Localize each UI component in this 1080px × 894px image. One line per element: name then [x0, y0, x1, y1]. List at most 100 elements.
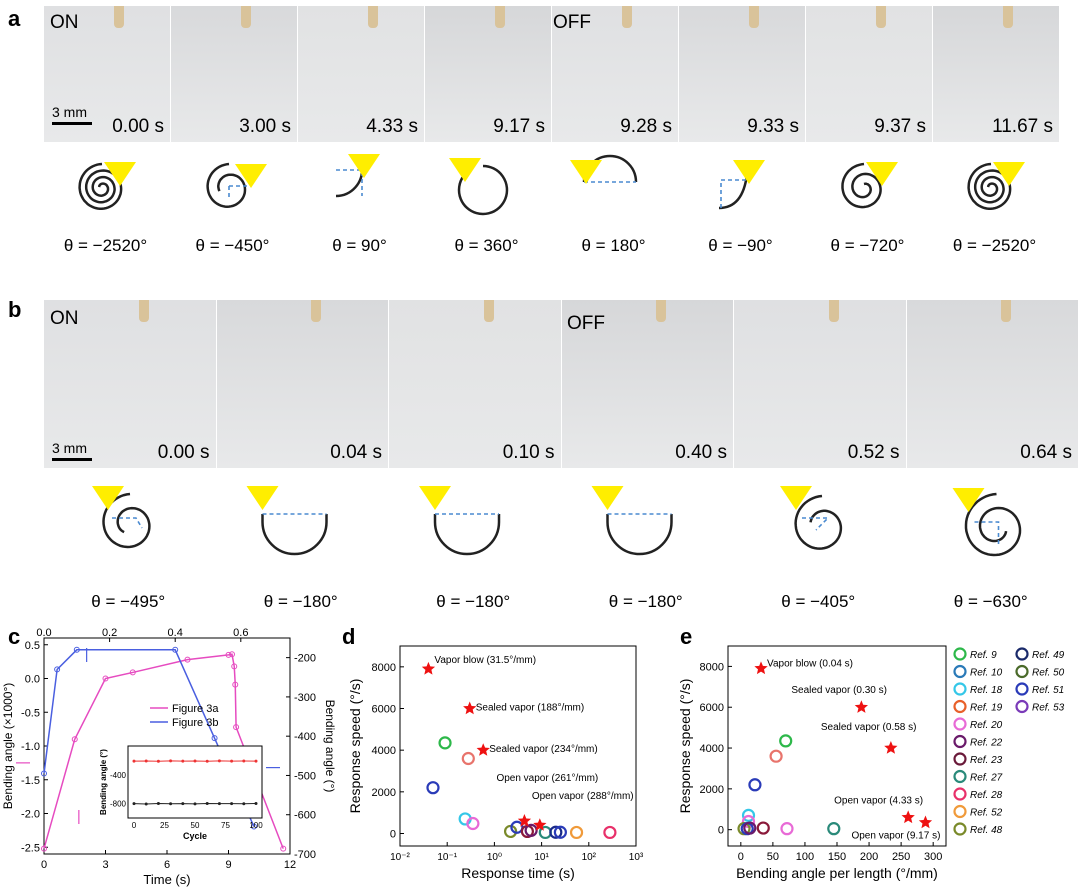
star-point: [463, 701, 477, 715]
clamp-triangle: [780, 486, 812, 510]
theta-label: θ = −180°: [608, 592, 683, 611]
y-tick-label: 0: [390, 829, 396, 841]
x-tick-label: 50: [767, 851, 779, 863]
inset-x-label: Cycle: [183, 831, 207, 841]
reference-dashed-line: [228, 185, 247, 200]
x2-tick-label: 0.6: [233, 628, 248, 639]
probe-tip: [875, 6, 886, 28]
y-axis-label: Response speed (°/s): [677, 679, 693, 814]
photo-frame: 3.00 s: [171, 6, 297, 142]
data-point-figure-3a: [129, 669, 136, 676]
row-b-off-label: OFF: [567, 313, 605, 334]
star-point: [533, 818, 547, 831]
row-a-off-label: OFF: [553, 12, 591, 33]
star-annotation: Open vapor (261°/mm): [496, 773, 598, 784]
legend-label: Ref. 50: [1032, 668, 1065, 679]
y-tick-label: 8000: [700, 661, 724, 673]
photo-frame: 0.52 s: [734, 300, 906, 468]
legend-swatch: [1015, 682, 1029, 696]
star-annotation: Vapor blow (0.04 s): [767, 658, 853, 669]
legend-swatch: [953, 787, 967, 801]
inset-point: [156, 759, 160, 763]
inset-x-tick-label: 100: [249, 821, 263, 830]
photo-time-label: 0.52 s: [847, 442, 900, 463]
data-point-figure-3b: [250, 823, 257, 830]
row-a-scale-bar: [52, 122, 92, 125]
reference-circle: [827, 822, 841, 836]
legend-swatch: [953, 647, 967, 661]
photo-time-label: 0.04 s: [330, 442, 382, 463]
photo-frame: 0.10 s: [389, 300, 561, 468]
clamp-triangle: [104, 162, 136, 186]
photo-time-label: 11.67 s: [992, 116, 1053, 137]
row-b-on-label: ON: [50, 308, 79, 329]
row-b-schematics: [92, 486, 1022, 557]
reference-dashed-line: [974, 521, 1000, 546]
chart-c-bending-angle-vs-time: 0 3 6 9 120.0 0.2 0.4 0.60.50.0-0.5-1.0-1.5-2.0…: [1, 628, 335, 887]
photo-time-label: 0.64 s: [1020, 442, 1072, 463]
y-tick-label: -2.0: [21, 809, 40, 821]
x-tick-label: 10⁰: [487, 852, 502, 863]
probe-tip: [311, 300, 322, 322]
theta-label: θ = 90°: [332, 236, 387, 255]
star-point: [884, 741, 898, 754]
plot-frame: [399, 645, 637, 847]
probe-tip: [1001, 300, 1012, 322]
photo-time-label: 0.00 s: [112, 116, 164, 137]
x-tick-label: 9: [225, 859, 231, 871]
legend-label: Ref. 27: [970, 773, 1003, 784]
star-annotation: Sealed vapor (0.30 s): [791, 685, 887, 696]
y2-axis-label: Bending angle (°): [323, 700, 335, 793]
ribbon-shape: [78, 162, 123, 210]
x-axis-label: Time (s): [143, 872, 190, 887]
clamp-triangle: [866, 162, 898, 186]
legend-swatch: [953, 717, 967, 731]
reference-circle: [748, 778, 762, 792]
y-axis-label: Response speed (°/s): [347, 679, 363, 814]
row-a-schematics: [78, 154, 1025, 216]
theta-label: θ = 180°: [581, 236, 646, 255]
theta-label: θ = −90°: [708, 236, 773, 255]
y2-tick-label: -200: [294, 653, 316, 665]
y-tick-label: 8000: [372, 662, 396, 674]
y-tick-label: 2000: [372, 787, 396, 799]
legend-swatch: [953, 769, 967, 784]
star-point: [854, 700, 868, 713]
inset-x-tick-label: 25: [160, 821, 169, 830]
ribbon-shape: [606, 514, 673, 556]
x2-tick-label: 0.4: [168, 628, 183, 639]
inset-point: [144, 759, 148, 763]
probe-tip: [748, 6, 759, 28]
inset-point: [181, 802, 185, 806]
data-point-figure-3a: [232, 681, 239, 688]
reference-circle: [549, 825, 563, 839]
inset-y-tick-label: -400: [110, 771, 127, 780]
x-tick-label: 0: [41, 859, 47, 871]
series-line-figure-3a: [43, 653, 284, 849]
data-point-figure-3a: [280, 845, 287, 852]
data-point-figure-3a: [184, 656, 191, 663]
data-point-figure-3b: [73, 646, 80, 653]
reference-circle: [569, 825, 584, 840]
ribbon-shape: [261, 514, 328, 556]
reference-circle: [426, 781, 440, 795]
probe-tip: [656, 300, 667, 322]
ribbon-shape: [102, 492, 151, 549]
ribbon-shape: [206, 162, 247, 208]
x-tick-label: 6: [164, 859, 170, 871]
y-tick-label: -1.5: [21, 775, 40, 787]
legend-label: Ref. 18: [970, 685, 1003, 696]
theta-label: θ = −630°: [953, 592, 1028, 611]
probe-tip: [828, 300, 839, 322]
chart-e-speed-vs-angle: 0 50 100 150 200 250 300 0 2000 4000 6000 8000 Bendi…: [677, 645, 1065, 881]
y-tick-label: 6000: [700, 702, 724, 714]
star-annotation: Sealed vapor (234°/mm): [489, 744, 597, 755]
photo-frame: 11.67 s: [933, 6, 1059, 142]
y2-tick-label: -500: [294, 770, 316, 782]
inset-point: [169, 759, 173, 763]
y-tick-label: 6000: [372, 704, 396, 716]
inset-point: [254, 759, 258, 763]
x2-tick-label: 0.2: [102, 628, 117, 639]
y-tick-label: 2000: [700, 784, 724, 796]
photo-time-label: 9.17 s: [493, 116, 545, 137]
